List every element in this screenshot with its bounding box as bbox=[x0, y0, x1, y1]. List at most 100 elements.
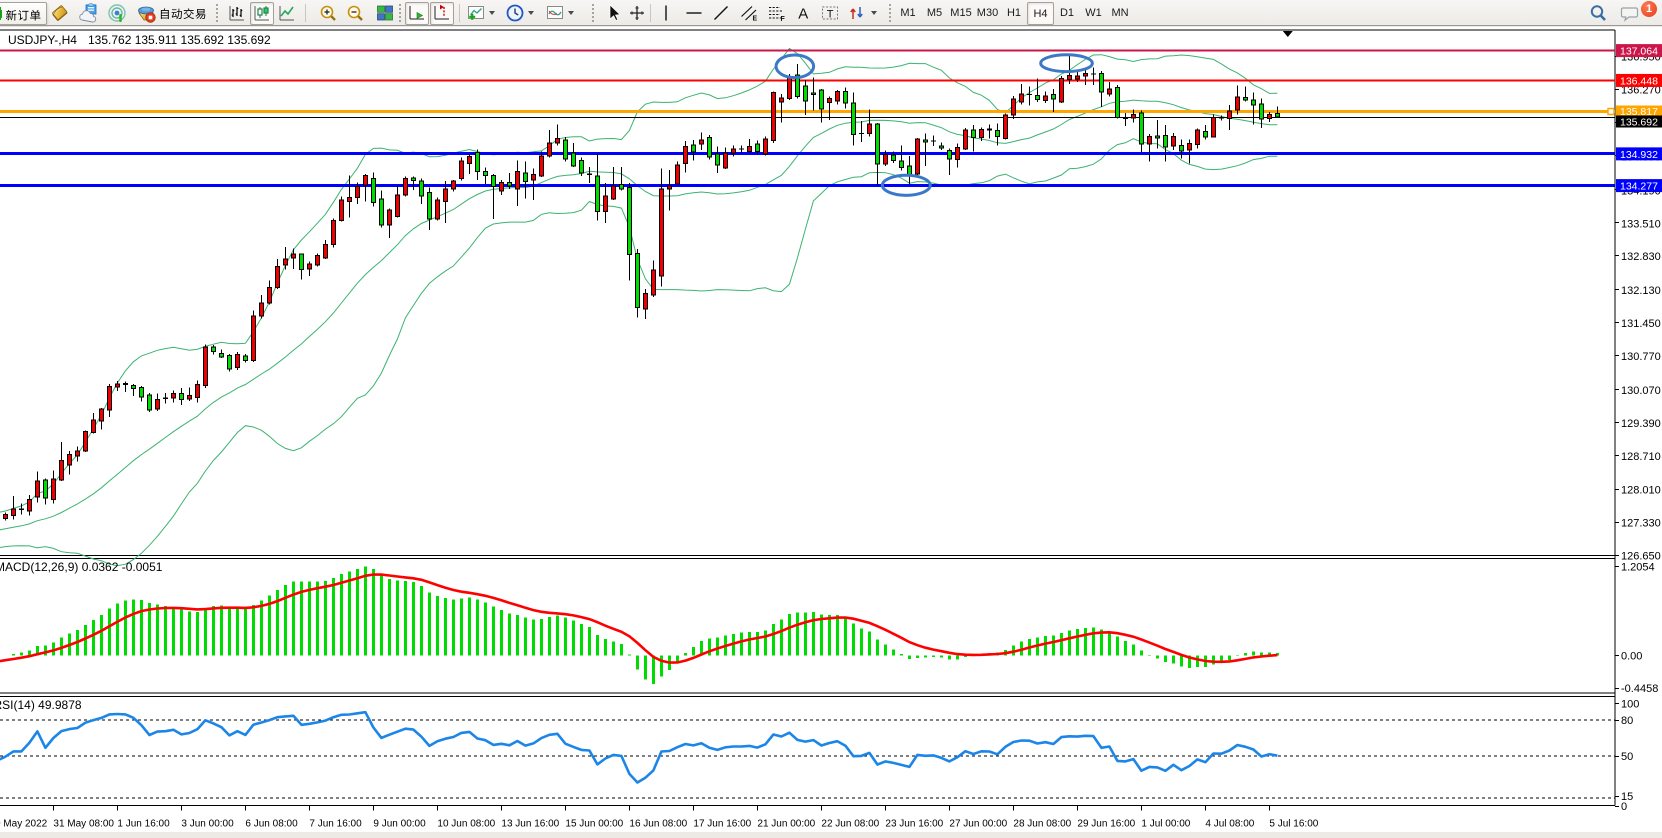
zoom-out-button[interactable] bbox=[345, 3, 365, 23]
toolbar-divider bbox=[0, 25, 1662, 26]
price-tick-label: 126.650 bbox=[1621, 551, 1661, 563]
periods-dropdown-arrow[interactable] bbox=[528, 11, 534, 15]
ellipse-annotation[interactable] bbox=[880, 173, 932, 197]
candle bbox=[1259, 98, 1264, 128]
arrows-dropdown-arrow[interactable] bbox=[871, 11, 877, 15]
zoom-in-button[interactable] bbox=[318, 3, 338, 23]
candle bbox=[1163, 124, 1168, 162]
candle bbox=[83, 430, 88, 452]
price-axis[interactable]: 136.950136.270135.570134.890134.190133.5… bbox=[1615, 44, 1662, 813]
candle bbox=[587, 167, 592, 184]
hline-handle[interactable] bbox=[1607, 107, 1615, 116]
candle bbox=[187, 387, 192, 402]
cursor-tool-button[interactable] bbox=[604, 3, 624, 23]
auto-trading-label-glyphs[interactable] bbox=[158, 6, 208, 21]
macd-indicator bbox=[0, 566, 1279, 684]
trendline-tool-button[interactable] bbox=[711, 3, 731, 23]
candle bbox=[43, 478, 48, 505]
candle bbox=[1059, 75, 1064, 104]
candle bbox=[955, 143, 960, 168]
timeframe-button-MN[interactable]: MN bbox=[1111, 7, 1129, 19]
candle bbox=[667, 169, 672, 211]
vertical-line-tool-button[interactable] bbox=[656, 3, 676, 23]
timeframe-button-W1[interactable]: W1 bbox=[1085, 7, 1102, 19]
candle bbox=[139, 385, 144, 402]
macd-axis-label: -0.4458 bbox=[1621, 683, 1658, 695]
indicators-button[interactable] bbox=[466, 3, 486, 23]
bar-chart-button[interactable] bbox=[227, 3, 247, 23]
toolbar-grip[interactable] bbox=[399, 4, 402, 23]
crosshair-tool-button[interactable] bbox=[627, 3, 647, 23]
tile-windows-button[interactable] bbox=[375, 3, 395, 23]
rsi-axis-label: 0 bbox=[1621, 801, 1627, 813]
fibonacci-tool-button[interactable]: F bbox=[766, 3, 786, 23]
line-chart-button[interactable] bbox=[277, 3, 297, 23]
templates-button[interactable] bbox=[545, 3, 565, 23]
candle bbox=[595, 153, 600, 221]
toolbar-grip[interactable] bbox=[592, 4, 595, 23]
market-watch-button[interactable] bbox=[50, 3, 70, 23]
candle bbox=[1243, 86, 1248, 102]
toolbar-grip[interactable] bbox=[216, 4, 219, 23]
candle bbox=[283, 246, 288, 270]
toolbar-grip[interactable] bbox=[889, 4, 892, 23]
candle bbox=[3, 512, 8, 521]
search-button[interactable] bbox=[1588, 3, 1608, 23]
candle bbox=[115, 381, 120, 391]
candle bbox=[883, 150, 888, 167]
candle bbox=[1115, 85, 1120, 119]
time-tick-label: 17 Jun 16:00 bbox=[693, 819, 751, 830]
auto-scroll-icon bbox=[407, 3, 427, 23]
price-tick-label: 128.010 bbox=[1621, 485, 1661, 497]
price-tick-label: 131.450 bbox=[1621, 318, 1661, 330]
auto-trading-button[interactable] bbox=[136, 3, 156, 23]
arrows-tool-button[interactable] bbox=[848, 3, 868, 23]
candle bbox=[1235, 85, 1240, 115]
label-tool-button[interactable]: T bbox=[820, 3, 840, 23]
notifications-button[interactable] bbox=[1620, 3, 1640, 23]
rsi-axis-label: 100 bbox=[1621, 699, 1639, 711]
candle bbox=[851, 92, 856, 146]
timeframe-button-D1[interactable]: D1 bbox=[1059, 7, 1075, 19]
timeframe-button-M30[interactable]: M30 bbox=[976, 7, 999, 19]
candle bbox=[267, 280, 272, 305]
candle bbox=[515, 160, 520, 206]
candle bbox=[35, 471, 40, 503]
timeframe-button-M5[interactable]: M5 bbox=[926, 7, 943, 19]
candle bbox=[251, 310, 256, 362]
text-tool-button[interactable]: A bbox=[793, 3, 813, 23]
candle bbox=[155, 393, 160, 412]
candle bbox=[539, 151, 544, 178]
svg-text:137.064: 137.064 bbox=[1620, 46, 1658, 58]
candle bbox=[867, 109, 872, 137]
horizontal-line-tool-button[interactable] bbox=[684, 3, 704, 23]
candle bbox=[1019, 84, 1024, 105]
candle bbox=[923, 133, 928, 167]
candle bbox=[811, 77, 816, 111]
templates-dropdown-arrow[interactable] bbox=[568, 11, 574, 15]
new-order-button[interactable]: 新订单 bbox=[0, 2, 47, 25]
ellipse-annotation[interactable] bbox=[774, 53, 816, 80]
candle bbox=[571, 142, 576, 168]
candle bbox=[835, 90, 840, 105]
candle bbox=[91, 413, 96, 434]
candle bbox=[675, 161, 680, 186]
notification-badge[interactable]: 1 bbox=[1641, 1, 1657, 17]
timeframe-button-H4[interactable]: H4 bbox=[1027, 2, 1054, 25]
ellipse-annotation[interactable] bbox=[1039, 53, 1094, 74]
cloud-data-button[interactable] bbox=[79, 3, 99, 23]
timeframe-button-H1[interactable]: H1 bbox=[1006, 7, 1022, 19]
candle bbox=[1027, 86, 1032, 106]
candle bbox=[275, 259, 280, 290]
rsi-axis-label: 50 bbox=[1621, 751, 1633, 763]
timeframe-button-M1[interactable]: M1 bbox=[900, 7, 916, 19]
time-axis[interactable]: 30 May 2022 31 May 08:001 Jun 16:00 3 Jun … bbox=[0, 805, 1319, 830]
signals-button[interactable] bbox=[107, 3, 127, 23]
periods-button[interactable] bbox=[505, 3, 525, 23]
candle bbox=[1131, 109, 1136, 123]
timeframe-button-M15[interactable]: M15 bbox=[950, 7, 972, 19]
indicators-dropdown-arrow[interactable] bbox=[489, 11, 495, 15]
candle bbox=[179, 387, 184, 405]
channel-tool-button[interactable]: E bbox=[739, 3, 759, 23]
